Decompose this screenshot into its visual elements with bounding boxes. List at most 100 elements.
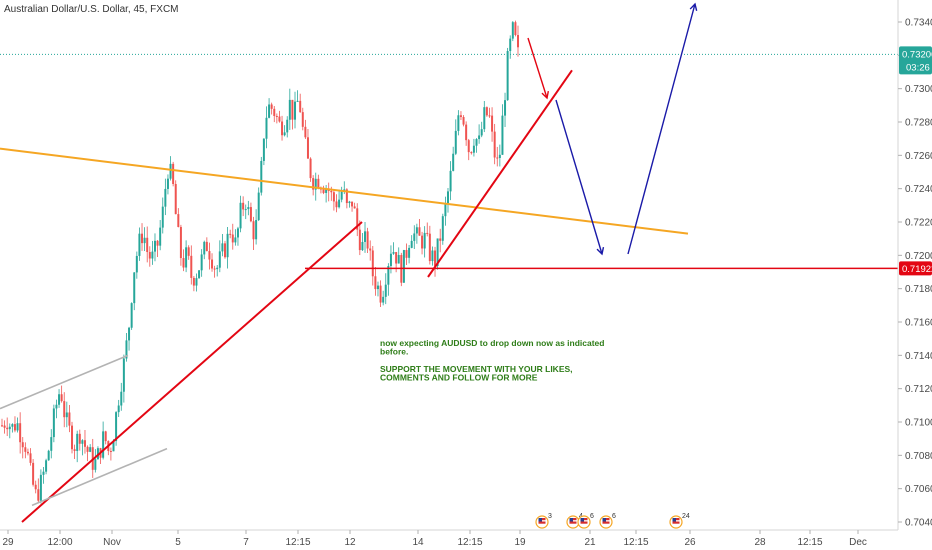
candle-countdown: 03:26 [906,62,930,73]
candle-body [122,358,125,392]
candle-body [478,135,481,140]
candle-body [115,412,118,442]
event-count: 6 [612,513,616,520]
candle-body [498,154,501,159]
candle-body [16,423,19,431]
candle-body [244,209,247,211]
flag-canton [580,518,584,522]
flag-stripe [580,521,588,524]
time-axis[interactable]: 29 12:00 Nov 5 7 12:15 12 14 12:15 19 21 12:15 26 28 1… [2,530,867,548]
candle-body [392,252,395,254]
candle-body [138,233,141,256]
flag-stripe [569,521,577,524]
candle-body [47,450,50,461]
candle-body [291,99,294,120]
candle-body [485,107,488,116]
flag-stripe [672,521,680,524]
price-tick-label: 0.71800 [905,284,932,295]
time-tick-label: 12:15 [285,537,310,548]
candle-body [275,115,278,117]
candle-body [397,255,400,264]
blue-up-arrow[interactable] [627,2,698,255]
trendline-rising-support-lower[interactable] [21,221,363,523]
price-axis[interactable]: 0.734000.732000.730000.728000.726000.724… [898,18,932,529]
support-price-badge [899,261,932,276]
candle-body [454,130,457,154]
candle-body [330,190,333,193]
candle-body [457,115,460,131]
candle-body [1,425,3,427]
candle-body [164,188,167,207]
candle-body [496,157,499,159]
candle-body [387,265,390,285]
candle-body [304,126,307,138]
drawings-layer [0,2,898,523]
annotation-text: now expecting AUDUSD to drop down now as… [380,338,604,382]
candle-body [102,431,105,458]
candle-body [444,203,447,217]
trendline-rising-support-upper[interactable] [427,69,573,278]
red-down-arrow[interactable] [527,37,550,100]
flag-canton [538,518,542,522]
time-tick-label: Dec [849,537,867,548]
economic-events[interactable]: 346624 [535,513,690,529]
candle-body [252,221,255,240]
candle-body [470,152,473,154]
candle-body [281,121,284,136]
event-marker[interactable]: 6 [577,513,594,529]
candle-body [332,192,335,202]
event-marker[interactable]: 6 [599,513,616,529]
candle-body [459,115,462,118]
candle-body [441,216,444,241]
candle-body [249,207,252,222]
trendline-channel-top[interactable] [0,354,129,410]
candle-body [325,188,328,193]
candle-body [195,278,198,286]
candle-body [94,459,97,470]
candle-body [231,234,234,243]
candle-body [356,208,359,230]
event-marker[interactable]: 3 [535,513,552,529]
candle-body [128,327,131,341]
price-tick-label: 0.71600 [905,318,932,329]
candle-body [65,412,68,418]
annotation-line: now expecting AUDUSD to drop down now as… [380,338,604,348]
candle-body [462,117,465,125]
candle-body [395,252,398,264]
event-marker[interactable]: 24 [669,513,690,529]
annotation-line: SUPPORT THE MOVEMENT WITH YOUR LIKES, [380,364,573,374]
candle-body [8,426,11,430]
trendline-channel-bottom[interactable] [31,447,168,507]
candle-body [125,340,128,359]
candle-body [340,191,343,200]
candle-body [52,408,55,438]
candle-body [439,238,442,241]
price-tick-label: 0.71400 [905,351,932,362]
candle-body [229,233,232,235]
last-price-label: 0.73206 [902,49,932,60]
trendline-resistance-orange[interactable] [0,147,689,235]
time-tick-label: 7 [243,537,249,548]
candle-body [239,202,242,229]
blue-down-arrow[interactable] [555,99,605,256]
flag-canton [602,518,606,522]
candle-body [511,22,514,39]
candle-body [408,247,411,258]
candle-body [151,251,154,259]
candle-body [24,447,27,452]
candle-body [260,160,263,193]
candle-body [475,139,478,146]
candle-body [50,437,53,451]
candle-body [32,462,35,485]
candle-body [294,101,297,120]
candle-body [226,233,229,258]
price-tick-label: 0.72200 [905,218,932,229]
candle-body [379,285,382,303]
candles-layer [1,20,519,504]
candle-body [71,425,74,450]
candle-body [37,489,40,501]
candle-body [480,129,483,136]
candle-body [185,247,188,268]
last-price-badge [899,46,932,75]
